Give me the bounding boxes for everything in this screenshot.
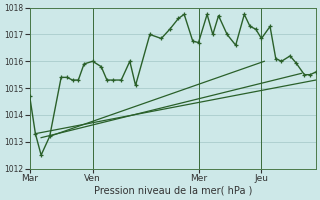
X-axis label: Pression niveau de la mer( hPa ): Pression niveau de la mer( hPa )	[93, 186, 252, 196]
